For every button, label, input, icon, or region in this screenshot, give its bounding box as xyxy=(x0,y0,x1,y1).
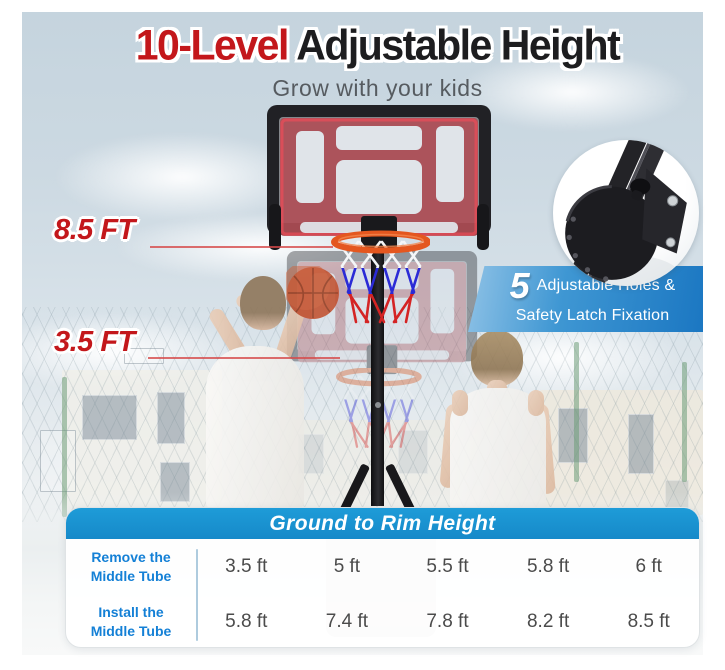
lower-height-line xyxy=(148,357,340,359)
rim-and-net xyxy=(331,230,430,324)
upper-height-label: 8.5 FT xyxy=(54,214,135,246)
info-band-line2: Safety Latch Fixation xyxy=(515,306,670,324)
left-kid-torso xyxy=(206,346,304,510)
right-kid-shoulder xyxy=(528,390,544,416)
table-title: Ground to Rim Height xyxy=(66,508,699,539)
row-label-install: Install the Middle Tube xyxy=(90,603,172,639)
page-title: 10-Level Adjustable Height xyxy=(30,21,725,70)
fence-post xyxy=(682,362,687,482)
left-kid-head xyxy=(240,276,286,330)
basketball xyxy=(286,266,339,319)
table-cell: 3.5 ft xyxy=(225,555,268,577)
inset-circle xyxy=(553,140,699,286)
title-rest: Adjustable Height xyxy=(287,21,621,69)
table-cell: 7.8 ft xyxy=(426,610,469,632)
row-label-remove: Remove the Middle Tube xyxy=(90,548,172,584)
latch-mechanism-illustration xyxy=(553,140,687,286)
ground-to-rim-table: Ground to Rim Height Remove the Middle T… xyxy=(65,507,700,648)
right-kid-shoulder xyxy=(452,390,468,416)
table-cell: 6 ft xyxy=(635,555,662,577)
table-cell: 7.4 ft xyxy=(325,610,369,632)
page-subtitle: Grow with your kids xyxy=(272,75,483,101)
table-body: Remove the Middle Tube 3.5 ft 5 ft 5.5 f… xyxy=(66,539,699,647)
cloud xyxy=(452,52,692,132)
table-divider xyxy=(196,549,198,641)
pole-bolt xyxy=(375,402,381,408)
holes-count: 5 xyxy=(509,265,530,307)
info-band: 5 Adjustable Holes & Safety Latch Fixati… xyxy=(468,266,703,332)
upper-height-line xyxy=(150,246,333,248)
fence-post xyxy=(62,377,67,517)
header: 10-Level Adjustable Height Grow with you… xyxy=(30,21,725,102)
fence-mesh xyxy=(22,307,703,522)
table-cell: 5.5 ft xyxy=(426,555,469,577)
right-kid-head xyxy=(471,330,523,386)
fence-post xyxy=(574,342,579,482)
table-cell: 5 ft xyxy=(333,555,361,577)
lower-height-label: 3.5 FT xyxy=(54,326,135,358)
table-cell: 5.8 ft xyxy=(225,610,268,632)
backboard xyxy=(267,105,491,250)
table-cell: 8.2 ft xyxy=(526,610,570,632)
title-highlight: 10-Level xyxy=(135,21,290,69)
table-cell: 8.5 ft xyxy=(627,610,670,632)
table-cell: 5.8 ft xyxy=(526,555,570,577)
